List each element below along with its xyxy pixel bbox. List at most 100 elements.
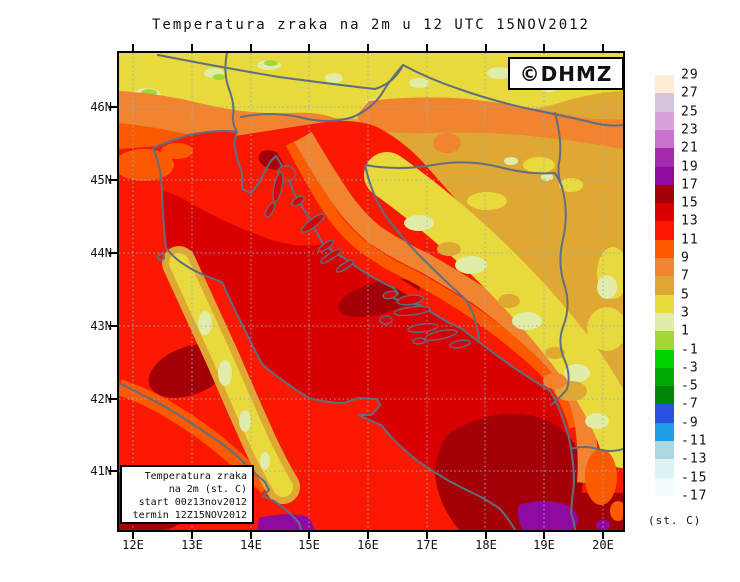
colorbar-label: -7	[681, 396, 699, 412]
top-tick	[602, 44, 604, 51]
left-tick	[109, 398, 117, 400]
colorbar-swatch	[655, 184, 674, 204]
colorbar-label: 17	[681, 177, 699, 193]
colorbar-label: -5	[681, 378, 699, 394]
top-tick	[132, 44, 134, 51]
colorbar-label: 19	[681, 159, 699, 174]
legend-line-3: start 00z13nov2012	[138, 497, 247, 508]
adriatic-islands	[264, 165, 471, 349]
bottom-tick	[250, 532, 252, 539]
bottom-tick	[426, 532, 428, 539]
lat-tick-label: 41N	[90, 464, 112, 478]
temperature-map-svg	[119, 53, 623, 530]
lon-tick-label: 13E	[181, 538, 203, 552]
colorbar-label: -1	[681, 342, 699, 357]
colorbar-swatch	[655, 75, 674, 94]
bottom-tick	[543, 532, 545, 539]
lon-tick-label: 14E	[240, 538, 262, 552]
colorbar-label: -9	[681, 415, 699, 431]
colorbar-swatch	[655, 203, 674, 222]
colorbar-swatch	[655, 386, 674, 405]
colorbar-swatch	[655, 349, 674, 369]
lat-tick-label: 45N	[90, 173, 112, 187]
lat-tick-label: 44N	[90, 246, 112, 260]
colorbar-swatch	[655, 312, 674, 332]
colorbar-swatch	[655, 166, 674, 186]
lon-tick-label: 19E	[533, 538, 555, 552]
colorbar-swatch	[655, 129, 674, 149]
colorbar-label: 27	[681, 85, 699, 101]
colorbar-label: -17	[681, 488, 708, 504]
colorbar-label: -3	[681, 360, 699, 376]
colorbar-swatch	[655, 239, 674, 259]
top-tick	[367, 44, 369, 51]
colorbar-label: -15	[681, 470, 708, 486]
bottom-tick	[485, 532, 487, 539]
colorbar-swatch	[655, 441, 674, 460]
lon-tick-label: 15E	[298, 538, 320, 552]
colorbar-unit-label: (st. C)	[648, 514, 702, 527]
top-tick	[426, 44, 428, 51]
bottom-tick	[602, 532, 604, 539]
colorbar-label: -13	[681, 451, 708, 467]
lon-tick-label: 18E	[475, 538, 497, 552]
colorbar-label: 21	[681, 140, 699, 156]
colorbar-swatch	[655, 367, 674, 387]
dhmz-logo-text: ©DHMZ	[519, 61, 613, 86]
colorbar-label: 29	[681, 67, 699, 83]
colorbar-label: 15	[681, 195, 699, 211]
apennine-pale-cores	[198, 311, 270, 470]
left-tick	[109, 325, 117, 327]
colorbar-swatch	[655, 221, 674, 241]
colorbar-label: 13	[681, 213, 699, 229]
colorbar-label: 5	[681, 287, 690, 303]
lon-tick-label: 20E	[592, 538, 614, 552]
left-tick	[109, 106, 117, 108]
colorbar-swatch	[655, 93, 674, 113]
legend-box: Temperatura zraka na 2m (st. C) start 00…	[120, 465, 254, 524]
colorbar-swatch	[655, 404, 674, 424]
colorbar-swatch	[655, 294, 674, 314]
colorbar-swatch	[655, 459, 674, 479]
left-tick	[109, 252, 117, 254]
top-tick	[543, 44, 545, 51]
bottom-tick	[191, 532, 193, 539]
top-tick	[191, 44, 193, 51]
top-tick	[250, 44, 252, 51]
legend-line-2: na 2m (st. C)	[168, 484, 247, 495]
legend-line-4: termin 12Z15NOV2012	[132, 510, 247, 521]
left-tick	[109, 470, 117, 472]
colorbar-swatch	[655, 148, 674, 168]
colorbar-label: 9	[681, 250, 690, 266]
colorbar-label: 23	[681, 122, 699, 138]
lat-tick-label: 43N	[90, 319, 112, 333]
lon-tick-label: 17E	[416, 538, 438, 552]
colorbar-label: 25	[681, 104, 699, 120]
top-tick	[308, 44, 310, 51]
bottom-tick	[132, 532, 134, 539]
lon-tick-label: 16E	[357, 538, 379, 552]
colorbar-label: 1	[681, 323, 690, 339]
map-title: Temperatura zraka na 2m u 12 UTC 15NOV20…	[151, 17, 590, 33]
coastlines-borders	[119, 53, 623, 530]
colorbar-label: 3	[681, 305, 690, 321]
colorbar-swatch	[655, 331, 674, 351]
top-tick	[485, 44, 487, 51]
colorbar-label: -11	[681, 433, 708, 449]
temperature-field	[119, 53, 623, 530]
legend-line-1: Temperatura zraka	[144, 471, 247, 482]
lat-tick-label: 46N	[90, 100, 112, 114]
dhmz-watermark-box: ©DHMZ	[508, 57, 624, 90]
lat-tick-label: 42N	[90, 392, 112, 406]
bottom-tick	[367, 532, 369, 539]
colorbar-swatch	[655, 422, 674, 442]
colorbar-swatch	[655, 258, 674, 277]
bosnia-pale-cores	[404, 157, 617, 429]
colorbar-swatch	[655, 477, 674, 497]
lon-tick-label: 12E	[122, 538, 144, 552]
colorbar-label: 11	[681, 232, 699, 248]
left-tick	[109, 179, 117, 181]
bottom-tick	[308, 532, 310, 539]
colorbar-label: 7	[681, 268, 690, 284]
